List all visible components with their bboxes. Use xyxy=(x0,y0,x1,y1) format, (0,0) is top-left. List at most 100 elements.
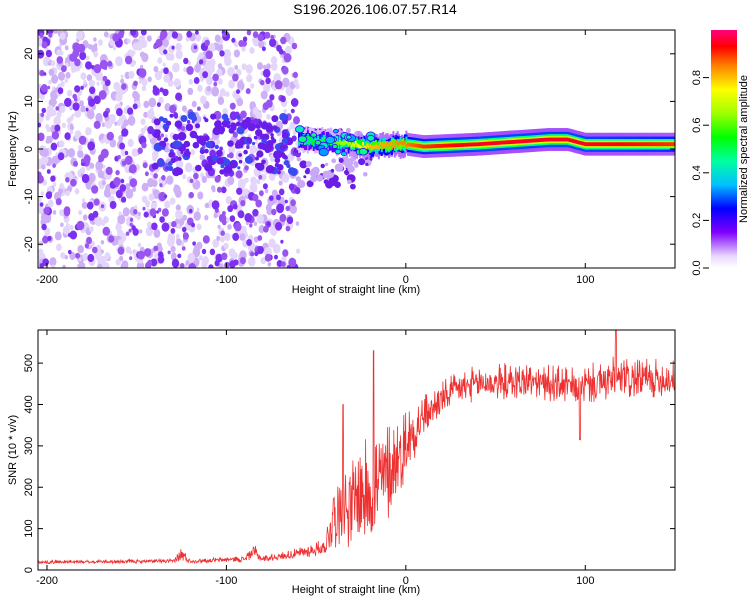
heat-cell xyxy=(98,39,103,46)
heat-cell xyxy=(216,149,223,157)
heat-cell xyxy=(250,123,257,129)
heat-cell xyxy=(274,254,278,260)
heat-cell xyxy=(38,240,43,247)
heat-cell xyxy=(514,139,517,144)
heat-cell xyxy=(48,79,52,85)
heat-cell xyxy=(256,214,265,224)
heat-cell xyxy=(43,72,47,76)
spectrogram-heatmap xyxy=(38,30,675,268)
heat-cell xyxy=(129,178,138,188)
heat-cell xyxy=(85,55,90,61)
heat-cell xyxy=(153,118,161,126)
heat-cell xyxy=(246,74,253,83)
heat-cell xyxy=(60,252,66,259)
heat-cell xyxy=(295,221,300,226)
colorbar-tick-label: 0.8 xyxy=(691,70,703,85)
heat-cell xyxy=(45,114,51,121)
heat-cell xyxy=(96,81,100,86)
heat-cell xyxy=(417,143,419,148)
heat-cell xyxy=(129,256,133,261)
heat-cell xyxy=(158,96,164,104)
heat-cell xyxy=(492,141,495,146)
heat-cell xyxy=(427,144,430,149)
heat-cell xyxy=(409,143,412,147)
heat-cell xyxy=(331,158,337,164)
heat-cell xyxy=(133,209,138,215)
heat-cell xyxy=(673,142,675,147)
heat-cell xyxy=(631,142,634,147)
heat-cell xyxy=(560,137,563,142)
x-tick-label: -200 xyxy=(36,575,58,587)
heat-cell xyxy=(489,141,492,146)
heat-cell xyxy=(180,151,184,154)
heat-cell xyxy=(470,142,473,147)
heat-cell xyxy=(209,248,216,256)
heat-cell xyxy=(208,43,216,53)
heat-cell xyxy=(222,219,227,226)
heat-cell xyxy=(71,113,75,118)
heat-cell xyxy=(235,121,242,127)
heat-cell xyxy=(115,92,123,102)
heat-cell xyxy=(232,203,238,210)
heat-cell xyxy=(57,71,66,81)
heat-cell xyxy=(280,36,287,45)
heat-cell xyxy=(196,207,200,212)
heat-cell xyxy=(131,225,136,231)
heat-cell xyxy=(229,260,236,268)
heat-cell xyxy=(185,123,194,132)
heat-cell xyxy=(69,230,78,240)
heat-cell xyxy=(74,130,82,140)
heat-cell xyxy=(486,141,489,146)
heat-cell xyxy=(258,120,262,124)
heat-cell xyxy=(91,185,99,194)
heat-cell xyxy=(47,85,51,90)
heat-cell xyxy=(262,183,268,190)
heat-cell xyxy=(422,144,425,149)
heat-cell xyxy=(88,98,96,107)
heat-cell xyxy=(389,141,392,146)
heat-cell xyxy=(217,96,225,106)
heat-cell xyxy=(253,135,258,140)
heat-cell xyxy=(163,49,168,55)
heat-cell xyxy=(364,145,367,150)
heat-cell xyxy=(211,200,220,210)
heat-cell xyxy=(120,148,127,157)
heat-cell xyxy=(208,264,214,268)
heat-cell xyxy=(76,220,85,231)
heat-cell xyxy=(171,220,177,228)
heat-cell xyxy=(253,221,258,226)
heat-cell xyxy=(126,38,131,44)
heat-cell xyxy=(209,65,215,73)
heat-cell xyxy=(406,142,409,147)
heat-cell xyxy=(87,109,95,120)
heat-cell xyxy=(653,142,656,147)
heat-cell xyxy=(204,202,210,209)
heat-cell xyxy=(188,78,193,85)
heat-cell xyxy=(166,120,172,126)
heat-cell xyxy=(576,140,579,144)
heat-cell xyxy=(189,208,193,214)
heat-cell xyxy=(509,140,512,144)
heat-cell xyxy=(504,140,506,145)
heat-cell xyxy=(271,208,277,216)
heat-cell xyxy=(236,115,241,120)
heat-cell xyxy=(59,32,66,40)
heat-cell xyxy=(194,63,202,73)
snr-frame xyxy=(37,329,676,571)
heat-cell xyxy=(55,106,59,111)
heat-cell xyxy=(294,187,301,195)
heat-cell xyxy=(238,40,245,47)
heat-cell xyxy=(150,202,157,211)
heat-cell xyxy=(388,142,390,147)
heat-cell xyxy=(650,142,653,147)
heat-cell xyxy=(215,120,222,127)
heat-cell xyxy=(181,246,186,251)
heat-cell xyxy=(254,251,259,257)
heat-cell xyxy=(412,143,415,148)
heat-cell xyxy=(189,178,194,184)
heat-cell xyxy=(359,139,362,147)
heat-cell xyxy=(365,162,369,166)
heat-cell xyxy=(93,64,102,74)
heat-cell xyxy=(475,142,477,147)
heat-cell xyxy=(186,30,193,38)
